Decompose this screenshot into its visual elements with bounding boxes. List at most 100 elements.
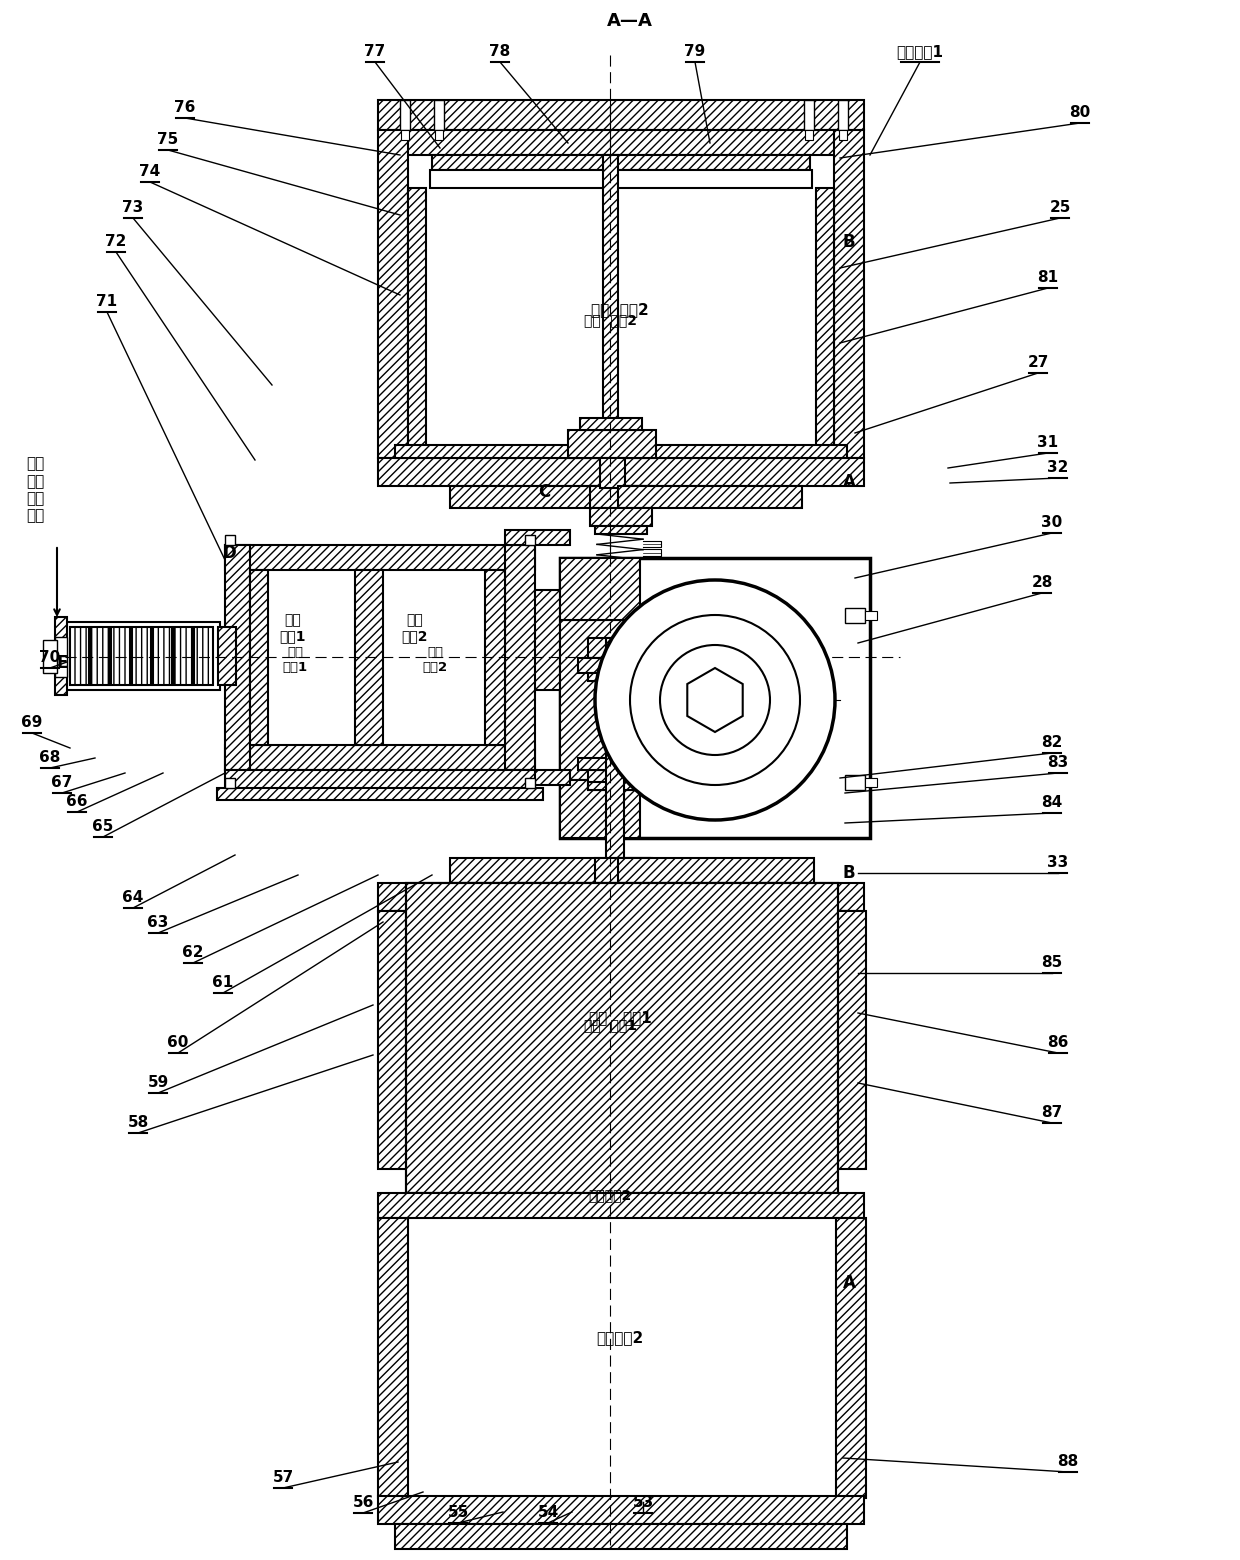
Bar (435, 129, 443, 140)
Text: 气缸
左剶2: 气缸 左剶2 (402, 613, 428, 643)
Bar (505, 544, 534, 771)
Bar (224, 778, 236, 788)
Bar (560, 619, 640, 780)
Text: B: B (843, 864, 856, 881)
Text: 59: 59 (148, 1075, 169, 1090)
Bar (224, 771, 534, 789)
Text: 87: 87 (1042, 1104, 1063, 1120)
Bar (408, 930, 427, 1168)
Bar (588, 638, 646, 658)
Bar (355, 569, 383, 746)
Text: 25: 25 (1049, 200, 1070, 215)
Text: 75: 75 (157, 133, 179, 147)
Bar (378, 459, 864, 487)
Bar (405, 883, 838, 1193)
Text: 30: 30 (1042, 515, 1063, 530)
Text: 65: 65 (92, 819, 114, 835)
Bar (218, 627, 236, 685)
Bar (133, 627, 151, 685)
Text: 79: 79 (684, 44, 706, 59)
Bar (378, 1193, 864, 1218)
Text: 31: 31 (1038, 435, 1059, 449)
Bar (224, 544, 534, 569)
Text: 气缸
左室1: 气缸 左室1 (283, 646, 308, 674)
Bar (578, 758, 656, 771)
Bar (250, 569, 268, 746)
Bar (405, 883, 838, 1193)
Bar (174, 627, 192, 685)
Text: A: A (843, 1275, 856, 1292)
Bar (505, 530, 570, 544)
Bar (588, 782, 646, 789)
Text: 64: 64 (123, 891, 144, 905)
Bar (836, 911, 866, 1168)
Bar (378, 100, 864, 129)
Text: 78: 78 (490, 44, 511, 59)
Bar (618, 858, 813, 883)
Bar (844, 775, 866, 789)
Bar (618, 487, 802, 509)
Bar (55, 618, 67, 696)
Bar (195, 627, 213, 685)
Text: 58: 58 (128, 1115, 149, 1129)
Text: 气缸
左室2: 气缸 左室2 (423, 646, 448, 674)
Text: 77: 77 (365, 44, 386, 59)
Bar (866, 778, 877, 786)
Text: 去左
右波
纹管
接口: 去左 右波 纹管 接口 (26, 457, 45, 524)
Bar (396, 1524, 847, 1549)
Bar (560, 558, 640, 619)
Text: 气缸上剶1: 气缸上剶1 (897, 44, 944, 59)
Text: 70: 70 (40, 651, 61, 665)
Text: 71: 71 (97, 293, 118, 309)
Text: 74: 74 (139, 164, 161, 179)
Bar (378, 129, 408, 459)
Bar (839, 129, 847, 140)
Text: 54: 54 (537, 1505, 559, 1519)
Bar (396, 911, 847, 930)
Bar (844, 608, 866, 622)
Text: D: D (222, 544, 236, 562)
Bar (560, 558, 870, 838)
Bar (866, 612, 877, 619)
Text: 81: 81 (1038, 270, 1059, 285)
Text: 69: 69 (21, 714, 42, 730)
Circle shape (595, 580, 835, 821)
Text: 73: 73 (123, 200, 144, 215)
Bar (595, 526, 647, 534)
Text: 80: 80 (1069, 105, 1091, 120)
Text: 33: 33 (1048, 855, 1069, 870)
Text: 气缸   下室1: 气缸 下室1 (589, 1011, 651, 1025)
Bar (590, 509, 652, 526)
Bar (378, 1218, 408, 1498)
Bar (217, 788, 543, 800)
Bar (450, 858, 652, 883)
Text: 82: 82 (1042, 735, 1063, 750)
Bar (606, 638, 624, 941)
Text: 53: 53 (632, 1494, 653, 1510)
Bar (450, 487, 652, 509)
Bar (525, 535, 534, 544)
Bar (560, 780, 640, 838)
Circle shape (630, 615, 800, 785)
Bar (401, 100, 410, 129)
Bar (590, 487, 642, 509)
Bar (55, 636, 67, 677)
Text: 27: 27 (1027, 356, 1049, 370)
Text: 67: 67 (51, 775, 73, 789)
Text: 60: 60 (167, 1034, 188, 1050)
Text: B: B (843, 232, 856, 251)
Bar (838, 100, 848, 129)
Bar (600, 459, 625, 488)
Text: C: C (538, 484, 551, 501)
Text: 56: 56 (352, 1494, 373, 1510)
Bar (588, 771, 646, 789)
Text: 气缸  上室2: 气缸 上室2 (591, 303, 649, 318)
Bar (434, 100, 444, 129)
Bar (91, 627, 109, 685)
Text: 气缸
左剶1: 气缸 左剶1 (280, 613, 306, 643)
Bar (378, 1496, 864, 1524)
Text: 62: 62 (182, 945, 203, 959)
Bar (224, 535, 236, 544)
Text: 63: 63 (148, 916, 169, 930)
Bar (568, 431, 656, 459)
